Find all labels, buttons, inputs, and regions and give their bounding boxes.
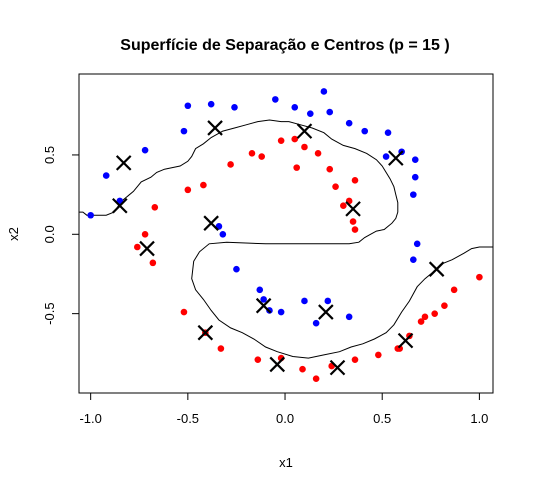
red-point <box>351 177 359 184</box>
blue-point <box>301 297 308 305</box>
blue-point <box>207 100 215 108</box>
blue-point <box>87 211 94 219</box>
red-point <box>151 204 159 211</box>
red-point <box>258 153 266 160</box>
center-marker <box>388 150 404 166</box>
x-tick-label: 1.0 <box>470 411 488 426</box>
red-point <box>291 135 299 143</box>
red-point <box>441 302 448 310</box>
red-point <box>349 218 357 225</box>
center-marker <box>203 215 219 231</box>
red-point <box>277 137 285 144</box>
blue-point <box>277 308 285 316</box>
blue-point <box>231 104 238 111</box>
red-point <box>254 356 262 363</box>
y-tick-label: 0.5 <box>42 146 57 164</box>
red-point <box>314 150 322 157</box>
blue-point <box>306 110 314 117</box>
blue-point <box>141 146 149 154</box>
blue-point <box>324 297 332 305</box>
red-point <box>293 164 300 171</box>
separation-boundary-layer <box>79 119 493 359</box>
blue-point <box>219 230 227 238</box>
separation-boundary-line <box>79 119 493 359</box>
center-marker <box>269 356 286 373</box>
red-point <box>326 165 334 173</box>
blue-point <box>413 240 421 248</box>
red-point <box>227 161 234 168</box>
red-point <box>200 181 207 189</box>
blue-point <box>410 256 417 263</box>
x-axis: -1.0 -0.5 0.0 0.5 1.0 <box>79 392 488 426</box>
blue-point <box>180 127 188 135</box>
x-tick-label: -1.0 <box>79 411 101 426</box>
y-tick-label: 0.0 <box>42 225 57 243</box>
blue-point <box>410 191 417 198</box>
red-point <box>340 202 347 210</box>
x-tick-label: 0.0 <box>276 411 294 426</box>
red-point <box>351 356 359 363</box>
blue-point <box>361 127 369 135</box>
blue-point <box>384 129 392 137</box>
blue-point <box>320 88 328 95</box>
x-tick-label: 0.5 <box>373 411 391 426</box>
center-marker <box>112 197 128 214</box>
red-point <box>431 310 438 317</box>
red-point <box>312 375 320 383</box>
red-point <box>134 243 141 251</box>
center-marker <box>115 155 132 171</box>
red-point <box>476 273 483 281</box>
x-axis-label: x1 <box>279 455 293 470</box>
chart-title: Superfície de Separação e Centros (p = 1… <box>120 37 449 54</box>
red-point <box>217 345 225 352</box>
center-marker <box>318 304 334 320</box>
x-tick-label: -0.5 <box>177 411 199 426</box>
blue-point <box>345 119 353 127</box>
blue-point <box>184 102 192 110</box>
y-axis-label: x2 <box>6 227 21 241</box>
y-tick-label: -0.5 <box>42 302 57 324</box>
center-marker <box>345 201 361 217</box>
red-point <box>149 259 157 267</box>
center-marker <box>296 123 313 139</box>
blue-point <box>312 319 320 327</box>
red-point <box>351 226 359 233</box>
blue-point <box>411 173 419 181</box>
center-marker <box>197 324 214 341</box>
blue-point <box>256 286 264 294</box>
red-point <box>301 143 308 151</box>
center-marker <box>428 261 445 277</box>
red-point <box>375 351 382 359</box>
blue-point <box>326 108 334 116</box>
blue-point <box>291 104 299 111</box>
red-point <box>421 313 429 321</box>
center-marker <box>139 240 155 257</box>
red-point <box>299 365 306 373</box>
red-point <box>332 183 339 190</box>
blue-point <box>272 96 279 103</box>
center-marker <box>255 297 272 314</box>
blue-point <box>233 265 240 273</box>
blue-point <box>411 156 419 164</box>
red-point <box>184 186 192 194</box>
blue-point <box>345 313 353 321</box>
center-marker <box>397 332 414 349</box>
red-point <box>248 150 256 157</box>
blue-point <box>260 296 267 303</box>
red-point <box>450 286 458 294</box>
y-axis: -0.5 0.0 0.5 <box>42 146 80 325</box>
blue-point <box>102 172 110 179</box>
points-layer <box>87 88 483 383</box>
center-marker <box>329 359 346 376</box>
red-point <box>180 308 188 316</box>
red-point <box>141 230 149 238</box>
center-marker <box>207 120 223 136</box>
red-point <box>417 318 425 325</box>
blue-point <box>382 153 390 160</box>
